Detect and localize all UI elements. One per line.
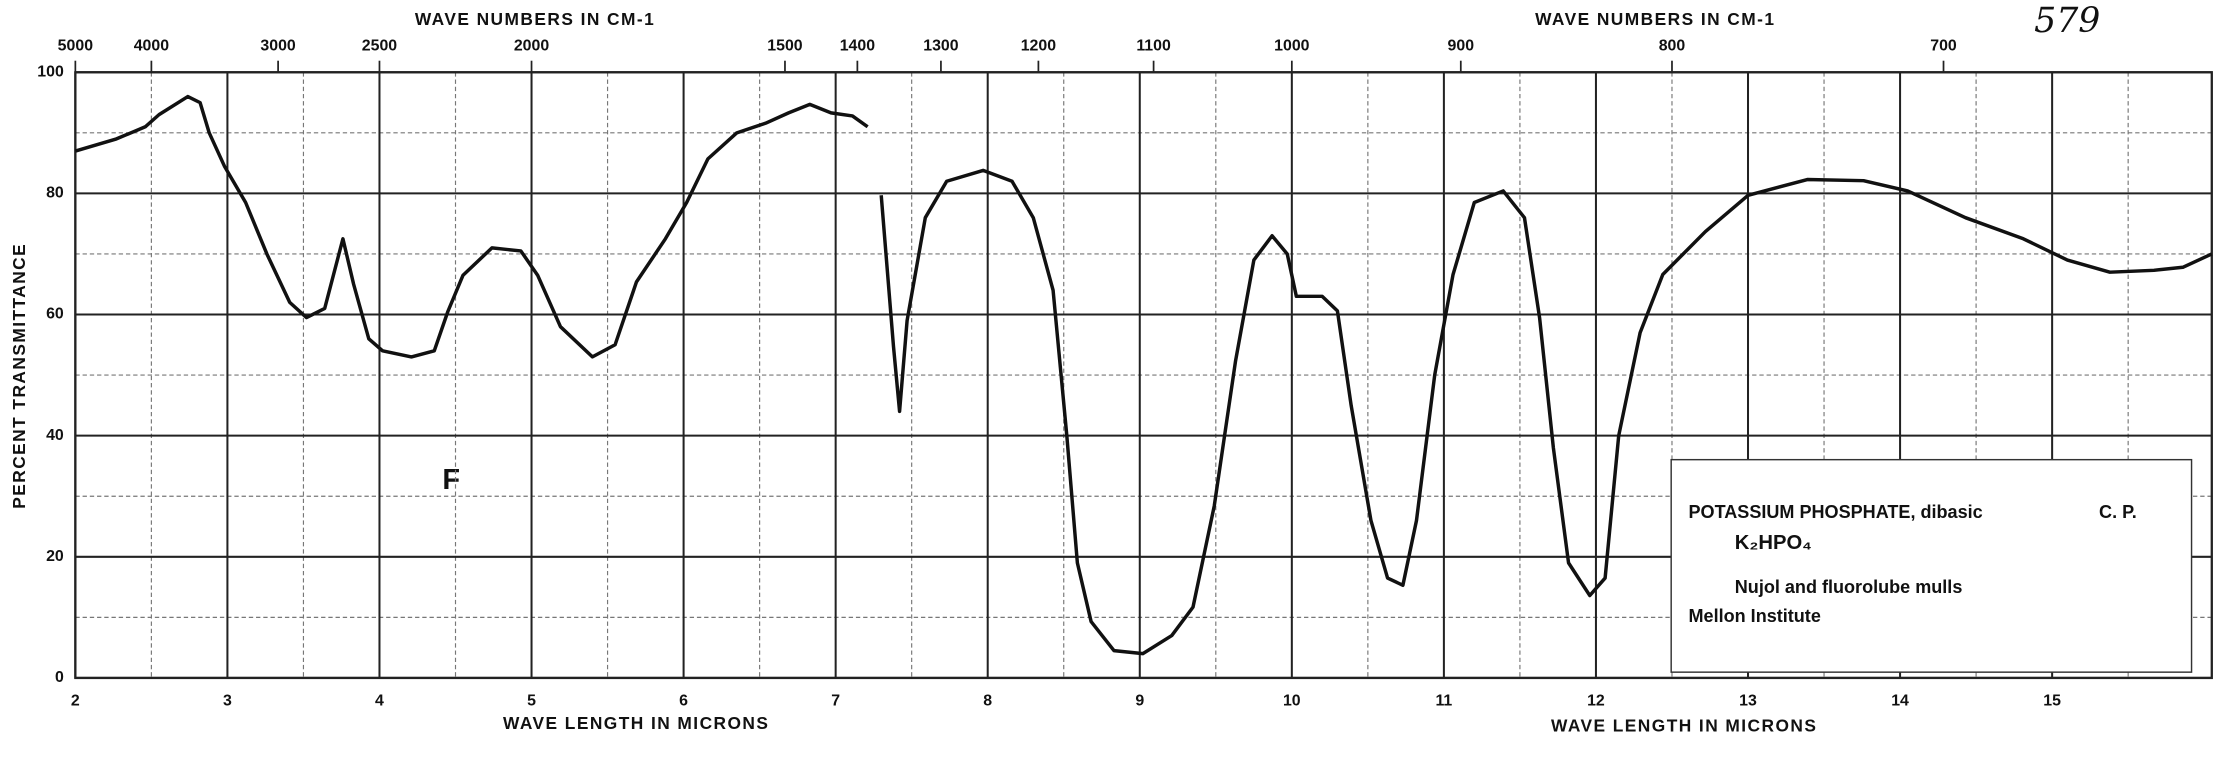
x2-tick-label: 4000 — [134, 37, 170, 54]
x-tick-label: 2 — [71, 692, 80, 709]
x-tick-label: 7 — [831, 692, 840, 709]
y-tick-label: 80 — [46, 185, 64, 202]
x2-tick-label: 1200 — [1021, 37, 1057, 54]
x-tick-label: 14 — [1891, 692, 1909, 709]
x2-title: WAVE NUMBERS IN CM-1 — [1535, 9, 1775, 29]
x-tick-label: 10 — [1283, 692, 1301, 709]
x2-tick-label: 5000 — [58, 37, 94, 54]
x-tick-label: 9 — [1135, 692, 1144, 709]
x2-tick-label: 3000 — [260, 37, 296, 54]
x-tick-label: 3 — [223, 692, 232, 709]
x2-tick-label: 1500 — [767, 37, 803, 54]
annotation-title: POTASSIUM PHOSPHATE, dibasic — [1689, 502, 1983, 522]
spectrum-line — [74, 94, 2213, 656]
x2-tick-label: 1000 — [1274, 37, 1310, 54]
x-tick-label: 15 — [2043, 692, 2061, 709]
x-title: WAVE LENGTH IN MICRONS — [503, 713, 769, 733]
x-tick-label: 8 — [983, 692, 992, 709]
annotation-formula: K₂HPO₄ — [1735, 532, 1812, 554]
x2-tick-label: 2500 — [362, 37, 398, 54]
y-title: PERCENT TRANSMITTANCE — [9, 243, 29, 509]
annotation-box — [1670, 458, 2193, 673]
x2-tick-label: 700 — [1930, 37, 1957, 54]
x2-tick-label: 1400 — [840, 37, 876, 54]
x2-tick-label: 2000 — [514, 37, 550, 54]
plot-frame — [74, 71, 2213, 680]
annotation-method: Nujol and fluorolube mulls — [1735, 577, 1963, 597]
annotation-source: Mellon Institute — [1689, 606, 1821, 626]
y-tick-label: 20 — [46, 548, 64, 565]
y-tick-label: 60 — [46, 306, 64, 323]
page-number: 579 — [2034, 1, 2100, 41]
x2-tick-label: 800 — [1659, 37, 1686, 54]
x-tick-label: 11 — [1435, 692, 1452, 709]
x-tick-label: 6 — [679, 692, 688, 709]
x-tick-label: 4 — [375, 692, 384, 709]
x2-tick-label: 1300 — [923, 37, 959, 54]
mark-letter: F — [442, 464, 460, 496]
annotation-grade: C. P. — [2099, 502, 2137, 522]
x2-title: WAVE NUMBERS IN CM-1 — [415, 9, 655, 29]
x2-tick-label: 1100 — [1136, 37, 1171, 54]
x-tick-label: 13 — [1739, 692, 1757, 709]
x-tick-label: 12 — [1587, 692, 1605, 709]
y-tick-label: 40 — [46, 427, 64, 444]
y-tick-label: 100 — [37, 63, 64, 80]
x2-tick-label: 900 — [1448, 37, 1475, 54]
y-tick-label: 0 — [55, 669, 64, 686]
x-tick-label: 5 — [527, 692, 536, 709]
x-title: WAVE LENGTH IN MICRONS — [1551, 716, 1817, 736]
